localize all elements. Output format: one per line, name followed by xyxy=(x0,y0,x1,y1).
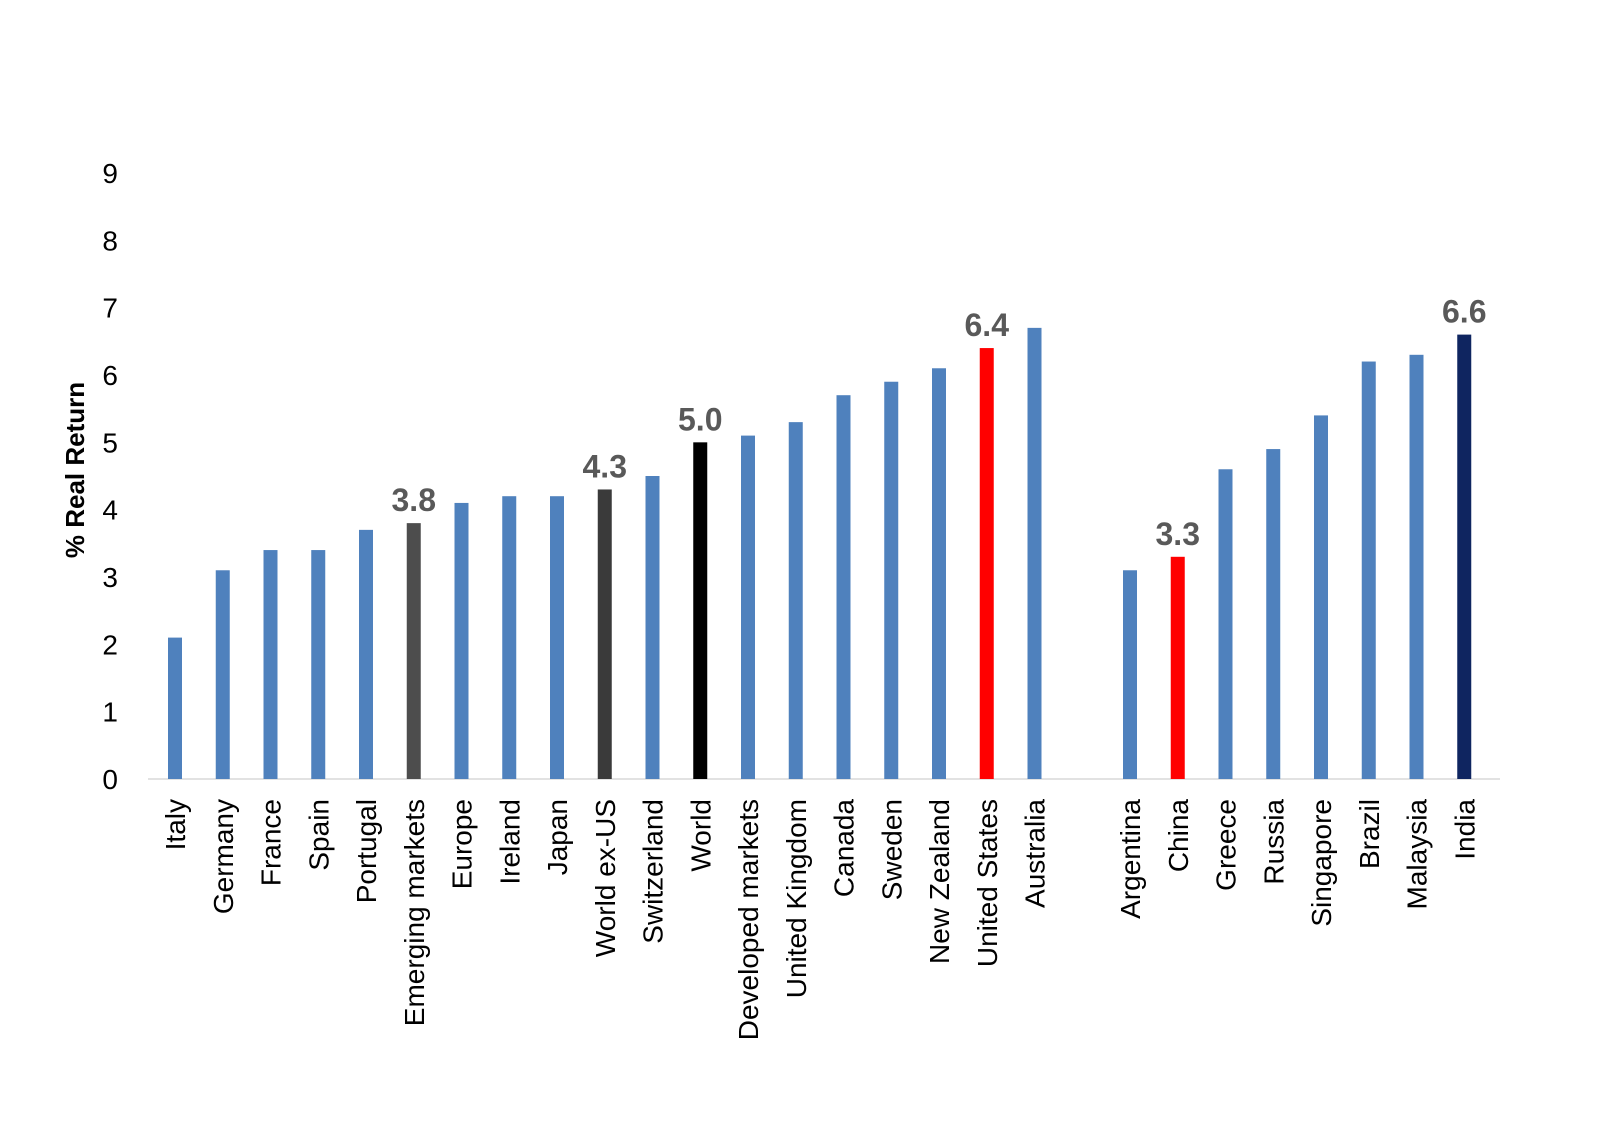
x-tick-label: Developed markets xyxy=(733,799,764,1040)
x-tick-label: Russia xyxy=(1258,799,1289,885)
bar xyxy=(168,637,182,779)
data-label: 3.8 xyxy=(392,482,436,518)
data-label: 4.3 xyxy=(583,448,627,484)
data-label: 6.6 xyxy=(1442,294,1486,330)
bar xyxy=(311,550,326,779)
bar xyxy=(597,489,612,779)
bar xyxy=(1266,449,1281,779)
x-tick-label: Italy xyxy=(160,799,191,850)
x-tick-label: World xyxy=(685,799,716,872)
bar xyxy=(979,348,994,779)
bar xyxy=(1314,415,1328,779)
bar xyxy=(1457,334,1472,779)
bar xyxy=(932,368,946,779)
x-tick-label: Malaysia xyxy=(1402,799,1433,910)
bar xyxy=(359,529,373,779)
bar xyxy=(1027,327,1042,779)
bar xyxy=(884,381,899,779)
y-tick-label: 4 xyxy=(102,495,118,526)
y-tick-label: 6 xyxy=(102,360,118,391)
x-tick-label: Australia xyxy=(1020,799,1051,908)
bar xyxy=(215,570,230,779)
bar xyxy=(836,395,851,779)
bar xyxy=(406,523,421,779)
bar xyxy=(788,422,803,779)
bar xyxy=(1218,469,1233,779)
x-tick-label: Canada xyxy=(829,799,860,898)
x-tick-label: Argentina xyxy=(1115,799,1146,919)
y-tick-label: 5 xyxy=(102,427,118,458)
y-axis-ticks: 0 1 2 3 4 5 6 7 8 9 xyxy=(102,158,118,795)
x-tick-label: United States xyxy=(972,799,1003,967)
bar xyxy=(1123,570,1137,779)
y-tick-label: 1 xyxy=(102,697,118,728)
x-tick-label: United Kingdom xyxy=(781,799,812,998)
x-tick-label: Spain xyxy=(303,799,334,871)
bar xyxy=(263,550,278,779)
x-tick-label: Brazil xyxy=(1354,799,1385,869)
bar xyxy=(502,496,517,779)
bar xyxy=(645,476,660,779)
x-tick-label: India xyxy=(1449,799,1480,860)
bar xyxy=(741,435,755,779)
bars xyxy=(168,327,1472,779)
data-label: 5.0 xyxy=(678,401,722,437)
x-tick-label: Europe xyxy=(447,799,478,889)
y-axis-label: % Real Return xyxy=(60,382,90,558)
x-tick-label: Portugal xyxy=(351,799,382,903)
x-tick-label: Switzerland xyxy=(638,799,669,944)
x-tick-label: Ireland xyxy=(494,799,525,885)
x-tick-label: Singapore xyxy=(1306,799,1337,927)
x-tick-label: China xyxy=(1163,799,1194,873)
bar xyxy=(1409,354,1424,779)
bar xyxy=(1170,556,1185,779)
data-label: 3.3 xyxy=(1156,516,1200,552)
data-label: 6.4 xyxy=(965,307,1010,343)
x-tick-label: New Zealand xyxy=(924,799,955,964)
y-tick-label: 2 xyxy=(102,629,118,660)
y-tick-label: 9 xyxy=(102,158,118,189)
value-labels: 3.8 4.3 5.0 6.4 3.3 6.6 xyxy=(392,294,1487,552)
bar xyxy=(1361,361,1376,779)
x-tick-label: Greece xyxy=(1211,799,1242,891)
y-tick-label: 8 xyxy=(102,225,118,256)
x-tick-label: Emerging markets xyxy=(399,799,430,1026)
x-tick-label: France xyxy=(256,799,287,886)
x-tick-label: Germany xyxy=(208,799,239,914)
y-tick-label: 3 xyxy=(102,562,118,593)
bar xyxy=(550,496,564,779)
y-tick-label: 7 xyxy=(102,293,118,324)
y-tick-label: 0 xyxy=(102,764,118,795)
x-axis-tick-labels: Italy Germany France Spain Portugal Emerging … xyxy=(160,799,1480,1041)
bar xyxy=(693,442,708,779)
x-tick-label: Sweden xyxy=(876,799,907,900)
x-tick-label: Japan xyxy=(542,799,573,875)
bar xyxy=(454,502,469,779)
x-tick-label: World ex-US xyxy=(590,799,621,957)
